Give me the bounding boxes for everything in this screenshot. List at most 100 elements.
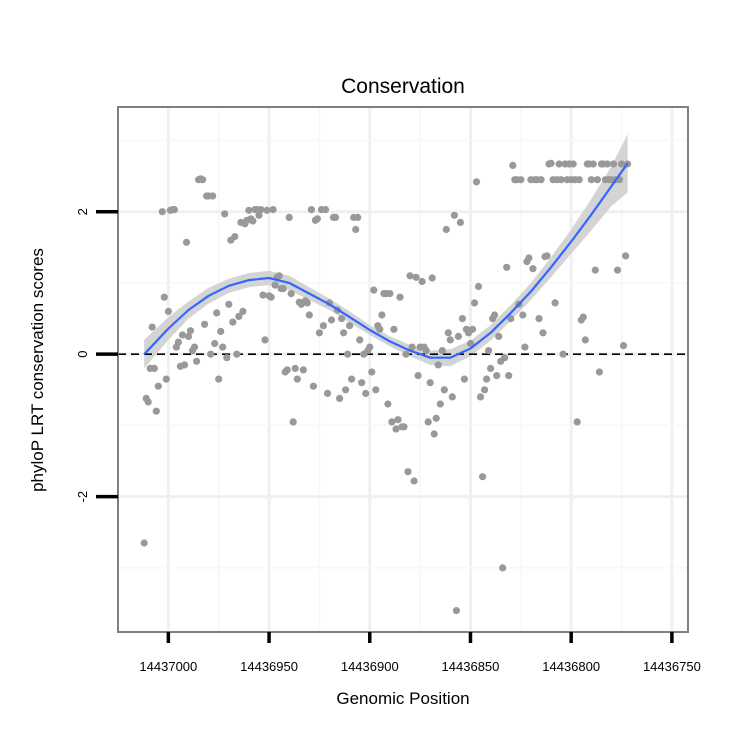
data-point	[406, 272, 414, 280]
data-point	[376, 325, 384, 333]
data-point	[223, 354, 231, 362]
data-point	[372, 386, 380, 394]
data-point	[152, 407, 160, 415]
data-point	[408, 343, 416, 351]
data-point	[557, 176, 565, 184]
x-axis: 14437000 14436950 14436900 14436850 14436800…	[139, 632, 701, 674]
data-point	[400, 423, 408, 431]
data-point	[160, 293, 168, 301]
data-point	[342, 386, 350, 394]
data-point	[299, 366, 307, 374]
data-point	[418, 277, 426, 286]
data-point	[354, 213, 362, 221]
data-point	[358, 379, 366, 387]
data-point	[390, 325, 398, 333]
data-point	[309, 382, 317, 390]
data-point	[493, 372, 501, 380]
data-point	[249, 217, 257, 225]
data-point	[366, 343, 374, 351]
data-point	[422, 347, 430, 355]
data-point	[414, 372, 422, 380]
data-point	[257, 206, 265, 214]
data-point	[436, 400, 444, 408]
data-point	[575, 176, 583, 184]
data-point	[182, 238, 191, 246]
data-point	[573, 418, 581, 426]
data-point	[448, 393, 456, 401]
data-point	[275, 272, 283, 280]
data-point	[174, 338, 182, 346]
data-point	[239, 307, 247, 315]
data-point	[255, 211, 263, 219]
data-point	[338, 315, 346, 323]
confidence-band-layer	[144, 134, 628, 369]
data-point	[150, 364, 158, 372]
data-point	[219, 343, 227, 351]
data-point	[321, 206, 330, 214]
data-point	[215, 375, 223, 383]
data-point	[491, 311, 499, 319]
data-point	[519, 311, 527, 319]
data-point	[442, 225, 450, 234]
data-point	[458, 315, 466, 323]
data-point	[476, 393, 485, 401]
chart-title: Conservation	[341, 75, 465, 98]
data-point	[551, 299, 559, 307]
x-tick-label: 14436750	[643, 659, 701, 674]
data-point	[495, 332, 503, 340]
data-point	[170, 206, 178, 214]
data-point	[412, 273, 420, 281]
data-point	[289, 418, 297, 426]
data-point	[209, 192, 217, 200]
data-point	[259, 291, 267, 299]
data-point	[305, 311, 313, 319]
data-point	[263, 206, 271, 214]
data-point	[460, 375, 468, 383]
data-point	[319, 322, 327, 330]
data-point	[140, 539, 148, 547]
data-point	[537, 176, 545, 184]
data-point	[410, 477, 418, 485]
data-point	[396, 293, 404, 301]
x-tick-label: 14437000	[139, 659, 197, 674]
data-point	[438, 347, 446, 355]
data-point	[378, 311, 386, 319]
data-point	[213, 309, 221, 317]
data-point	[269, 206, 277, 214]
data-point	[193, 357, 201, 365]
data-point	[595, 368, 604, 376]
data-point	[404, 468, 412, 476]
data-point	[503, 263, 511, 271]
data-point	[180, 361, 189, 369]
data-point	[454, 332, 462, 340]
data-point	[622, 252, 630, 260]
data-point	[529, 265, 537, 273]
y-tick-label: 0	[75, 351, 90, 358]
data-point	[336, 394, 344, 402]
data-point	[535, 315, 543, 323]
data-point	[440, 386, 448, 394]
data-point	[346, 322, 354, 330]
data-point	[313, 215, 321, 223]
data-point	[348, 375, 356, 383]
data-point	[446, 336, 454, 344]
data-point	[587, 176, 595, 184]
data-point	[505, 372, 513, 380]
data-point	[331, 213, 340, 221]
data-point	[617, 160, 626, 168]
y-axis: -2 0 2	[75, 208, 118, 502]
data-point	[384, 400, 392, 408]
data-point	[483, 375, 491, 383]
y-axis-label: phyloP LRT conservation scores	[28, 248, 47, 492]
smooth-curve	[143, 162, 629, 359]
data-point	[485, 347, 493, 355]
data-point	[267, 293, 275, 301]
data-point	[499, 564, 507, 572]
data-point	[370, 286, 378, 294]
data-point	[517, 176, 525, 184]
data-point	[184, 332, 193, 340]
data-point	[178, 331, 187, 339]
data-point	[211, 339, 219, 348]
data-point	[368, 368, 376, 376]
data-point	[162, 375, 170, 383]
